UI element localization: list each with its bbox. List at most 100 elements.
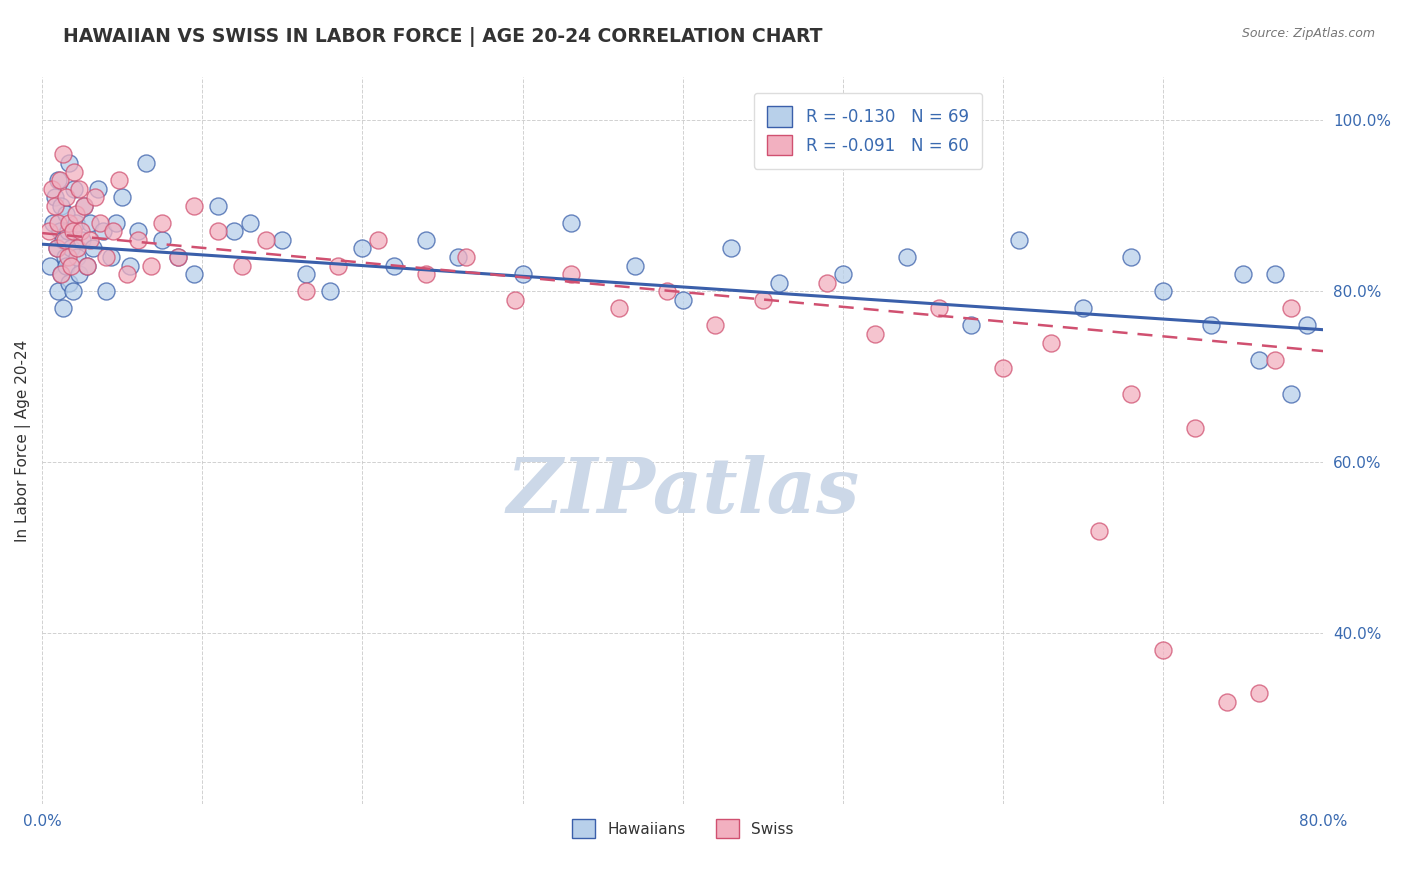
Point bbox=[62, 224, 84, 238]
Point bbox=[101, 224, 124, 238]
Text: HAWAIIAN VS SWISS IN LABOR FORCE | AGE 20-24 CORRELATION CHART: HAWAIIAN VS SWISS IN LABOR FORCE | AGE 2… bbox=[63, 27, 823, 46]
Point bbox=[96, 284, 118, 298]
Point bbox=[59, 259, 82, 273]
Point bbox=[46, 284, 69, 298]
Point bbox=[55, 207, 77, 221]
Point bbox=[104, 216, 127, 230]
Point bbox=[207, 224, 229, 238]
Legend: Hawaiians, Swiss: Hawaiians, Swiss bbox=[565, 814, 800, 844]
Point bbox=[1296, 318, 1319, 333]
Point bbox=[44, 199, 66, 213]
Point bbox=[139, 259, 162, 273]
Point bbox=[1279, 301, 1302, 316]
Point bbox=[135, 156, 157, 170]
Point bbox=[384, 259, 406, 273]
Point bbox=[1071, 301, 1094, 316]
Point bbox=[59, 242, 82, 256]
Point bbox=[655, 284, 678, 298]
Point bbox=[70, 233, 93, 247]
Point bbox=[52, 147, 75, 161]
Point bbox=[456, 250, 478, 264]
Point bbox=[44, 190, 66, 204]
Point bbox=[183, 199, 205, 213]
Point bbox=[127, 233, 149, 247]
Point bbox=[73, 199, 96, 213]
Point bbox=[65, 216, 87, 230]
Point bbox=[503, 293, 526, 307]
Point bbox=[53, 250, 76, 264]
Point bbox=[352, 242, 374, 256]
Point bbox=[58, 216, 80, 230]
Point bbox=[150, 233, 173, 247]
Point bbox=[48, 173, 70, 187]
Point bbox=[67, 181, 90, 195]
Point bbox=[960, 318, 983, 333]
Point bbox=[42, 216, 65, 230]
Point bbox=[41, 181, 63, 195]
Point bbox=[1184, 421, 1206, 435]
Point bbox=[82, 242, 104, 256]
Point bbox=[607, 301, 630, 316]
Point bbox=[367, 233, 389, 247]
Point bbox=[69, 224, 91, 238]
Point bbox=[55, 259, 77, 273]
Point bbox=[447, 250, 470, 264]
Point bbox=[896, 250, 918, 264]
Point bbox=[415, 267, 437, 281]
Point bbox=[1088, 524, 1111, 538]
Point bbox=[239, 216, 262, 230]
Point bbox=[67, 267, 90, 281]
Text: ZIPatlas: ZIPatlas bbox=[506, 455, 859, 529]
Point bbox=[79, 233, 101, 247]
Point bbox=[1040, 335, 1063, 350]
Point bbox=[108, 173, 131, 187]
Point bbox=[231, 259, 253, 273]
Text: Source: ZipAtlas.com: Source: ZipAtlas.com bbox=[1241, 27, 1375, 40]
Point bbox=[1119, 250, 1142, 264]
Point bbox=[66, 250, 89, 264]
Point bbox=[76, 259, 98, 273]
Point bbox=[560, 267, 582, 281]
Point bbox=[115, 267, 138, 281]
Point bbox=[672, 293, 695, 307]
Point bbox=[66, 242, 89, 256]
Point bbox=[89, 216, 111, 230]
Point bbox=[623, 259, 645, 273]
Point bbox=[415, 233, 437, 247]
Point bbox=[328, 259, 350, 273]
Point bbox=[1119, 387, 1142, 401]
Point bbox=[1264, 352, 1286, 367]
Point bbox=[51, 267, 73, 281]
Point bbox=[52, 301, 75, 316]
Point bbox=[65, 207, 87, 221]
Point bbox=[319, 284, 342, 298]
Point bbox=[928, 301, 950, 316]
Point bbox=[768, 276, 790, 290]
Point bbox=[183, 267, 205, 281]
Point bbox=[63, 164, 86, 178]
Point bbox=[1249, 352, 1271, 367]
Point bbox=[167, 250, 190, 264]
Point bbox=[863, 326, 886, 341]
Point bbox=[46, 216, 69, 230]
Point bbox=[96, 250, 118, 264]
Point bbox=[62, 284, 84, 298]
Point bbox=[1264, 267, 1286, 281]
Point bbox=[100, 250, 122, 264]
Point bbox=[1279, 387, 1302, 401]
Point bbox=[150, 216, 173, 230]
Point bbox=[58, 156, 80, 170]
Point bbox=[720, 242, 742, 256]
Point bbox=[73, 199, 96, 213]
Point bbox=[46, 173, 69, 187]
Point bbox=[76, 259, 98, 273]
Point bbox=[63, 181, 86, 195]
Point bbox=[51, 267, 73, 281]
Point bbox=[1008, 233, 1031, 247]
Point bbox=[127, 224, 149, 238]
Point bbox=[1232, 267, 1254, 281]
Point bbox=[1152, 643, 1174, 657]
Point bbox=[1199, 318, 1222, 333]
Point bbox=[45, 242, 67, 256]
Point bbox=[167, 250, 190, 264]
